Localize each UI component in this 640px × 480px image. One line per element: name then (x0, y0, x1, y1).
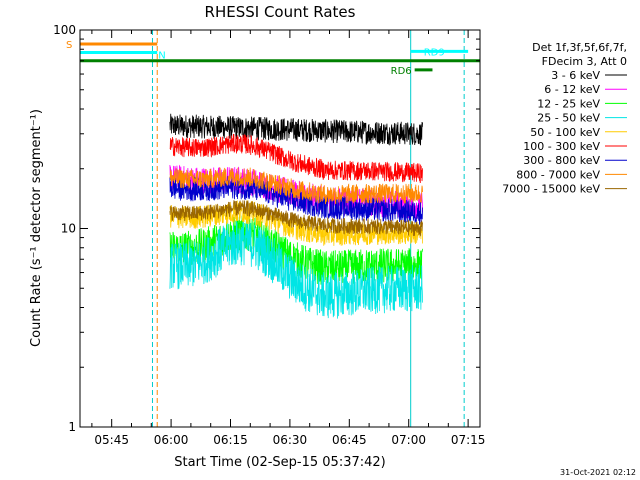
footer-timestamp: 31-Oct-2021 02:12 (560, 468, 636, 477)
x-tick-label-4: 06:45 (332, 433, 367, 447)
annotation-label-1: N (158, 51, 165, 62)
series-trace-0 (169, 113, 423, 146)
series-trace-5 (169, 133, 423, 184)
plot-area: S N RD6 RD9 (66, 30, 480, 427)
x-axis-label: Start Time (02-Sep-15 05:37:42) (174, 455, 385, 470)
x-tick-label-2: 06:15 (213, 433, 248, 447)
x-tick-label-1: 06:00 (154, 433, 189, 447)
legend-entry-label-5: 100 - 300 keV (523, 140, 600, 153)
legend-entry-label-0: 3 - 6 keV (551, 69, 600, 82)
x-tick-label-6: 07:15 (451, 433, 486, 447)
axes: 05:45 06:00 06:15 06:30 06:45 07:00 07:15 1 10 10… (53, 23, 485, 447)
legend-header-line-2: FDecim 3, Att 0 (542, 55, 627, 68)
chart-title: RHESSI Count Rates (205, 3, 356, 21)
series-trace-7 (169, 167, 423, 205)
annotation-label-4: RD9 (424, 47, 445, 58)
legend-entry-label-4: 50 - 100 keV (530, 126, 600, 139)
y-tick-label-0: 1 (68, 420, 76, 434)
y-tick-label-1: 10 (61, 222, 76, 236)
annotation-label-0: S (66, 40, 72, 51)
series-trace-6 (169, 175, 423, 226)
legend-entry-label-1: 6 - 12 keV (544, 83, 600, 96)
legend-entry-label-6: 300 - 800 keV (523, 154, 600, 167)
legend-entry-label-2: 12 - 25 keV (537, 97, 600, 110)
legend-entry-label-3: 25 - 50 keV (537, 112, 600, 125)
legend-entry-label-8: 7000 - 15000 keV (502, 183, 600, 196)
y-axis-label: Count Rate (s⁻¹ detector segment⁻¹) (29, 109, 44, 347)
legend-header-line-1: Det 1f,3f,5f,6f,7f, (532, 41, 627, 54)
legend: Det 1f,3f,5f,6f,7f, FDecim 3, Att 0 3 - … (502, 41, 627, 196)
annotation-label-3: RD6 (391, 66, 412, 77)
x-tick-label-5: 07:00 (391, 433, 426, 447)
series-trace-3 (169, 219, 423, 319)
legend-entry-label-7: 800 - 7000 keV (516, 168, 600, 181)
x-tick-label-0: 05:45 (94, 433, 129, 447)
y-tick-label-2: 100 (53, 23, 76, 37)
x-tick-label-3: 06:30 (273, 433, 308, 447)
series-trace-8 (169, 199, 423, 237)
